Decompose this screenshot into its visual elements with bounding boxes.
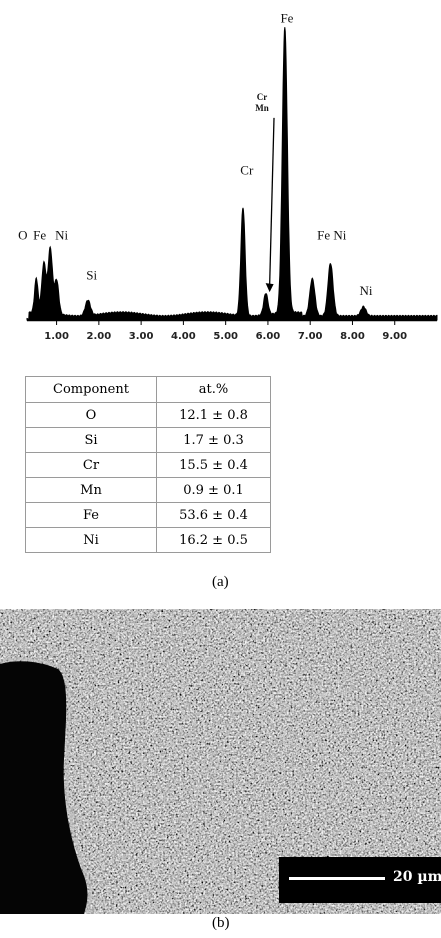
value-cell: 1.7 ± 0.3 <box>156 427 271 453</box>
component-cell: O <box>25 402 157 428</box>
table-row: Si 1.7 ± 0.3 <box>25 427 271 453</box>
caption-b: (b) <box>212 915 230 931</box>
table-row: Cr 15.5 ± 0.4 <box>25 452 271 478</box>
x-tick-label: 2.00 <box>87 331 112 342</box>
x-tick-label: 5.00 <box>213 331 238 342</box>
peak-label: Fe <box>280 10 293 25</box>
x-tick-label: 7.00 <box>298 331 323 342</box>
sem-dark-edge-region <box>0 661 88 914</box>
x-tick-label: 1.00 <box>44 331 69 342</box>
arrow-label-line: Mn <box>255 103 269 113</box>
component-cell: Cr <box>25 452 157 478</box>
composition-table: Component at.% O 12.1 ± 0.8 Si 1.7 ± 0.3… <box>25 376 271 553</box>
header-at-percent: at.% <box>156 376 271 403</box>
caption-a: (a) <box>212 574 229 590</box>
arrow-shaft <box>268 117 275 287</box>
peak-label: Fe <box>33 227 46 242</box>
table-row: Ni 16.2 ± 0.5 <box>25 527 271 553</box>
scale-line <box>289 877 385 880</box>
sem-rim-highlight <box>0 657 92 914</box>
component-cell: Mn <box>25 477 157 503</box>
table-row: Mn 0.9 ± 0.1 <box>25 477 271 503</box>
x-tick-label: 4.00 <box>171 331 196 342</box>
component-cell: Si <box>25 427 157 453</box>
peak-labels: O Fe Ni Si Cr Fe Fe Ni Ni <box>18 10 373 298</box>
peak-label: Si <box>86 268 97 283</box>
value-cell: 53.6 ± 0.4 <box>156 502 271 528</box>
table-header-row: Component at.% <box>25 376 271 403</box>
peak-label: Ni <box>359 283 372 298</box>
x-axis-ticks: 1.00 2.00 3.00 4.00 5.00 6.00 7.00 8.00 9.00 <box>44 320 407 342</box>
peak-label: Ni <box>55 227 68 242</box>
value-cell: 0.9 ± 0.1 <box>156 477 271 503</box>
component-cell: Ni <box>25 527 157 553</box>
x-tick-label: 6.00 <box>256 331 281 342</box>
table-row: O 12.1 ± 0.8 <box>25 402 271 428</box>
table-row: Fe 53.6 ± 0.4 <box>25 502 271 528</box>
x-tick-label: 8.00 <box>340 331 365 342</box>
spectrum-curve <box>26 27 438 321</box>
scale-label: 20 µm <box>393 869 441 885</box>
arrow-head <box>265 283 274 293</box>
component-cell: Fe <box>25 502 157 528</box>
peak-label: O <box>18 227 27 242</box>
x-tick-label: 9.00 <box>382 331 407 342</box>
peak-label: Cr <box>240 162 254 177</box>
eds-spectrum-chart: 1.00 2.00 3.00 4.00 5.00 6.00 7.00 8.00 9.00 O Fe… <box>18 10 438 342</box>
value-cell: 16.2 ± 0.5 <box>156 527 271 553</box>
value-cell: 12.1 ± 0.8 <box>156 402 271 428</box>
scale-bar: 20 µm <box>279 857 441 903</box>
x-tick-label: 3.00 <box>129 331 154 342</box>
peak-label: Fe Ni <box>317 227 347 242</box>
header-component: Component <box>25 376 157 403</box>
value-cell: 15.5 ± 0.4 <box>156 452 271 478</box>
arrow-label-line: Cr <box>257 92 268 102</box>
